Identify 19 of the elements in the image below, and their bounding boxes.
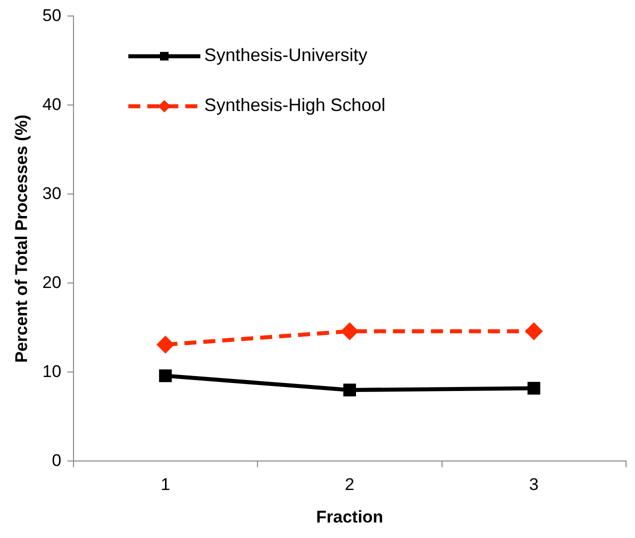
- point: [156, 336, 174, 354]
- y-tick-label: 0: [52, 450, 62, 470]
- point: [159, 369, 172, 382]
- y-tick-label: 10: [42, 362, 62, 381]
- legend-label: Synthesis-High School: [204, 95, 386, 116]
- y-axis-title: Percent of Total Processes (%): [12, 114, 31, 363]
- y-tick-label: 20: [42, 272, 62, 292]
- y-tick-label: 40: [42, 94, 62, 114]
- y-tick-label: 30: [42, 184, 62, 203]
- point: [343, 384, 356, 396]
- x-tick-label: 1: [160, 475, 170, 494]
- point: [528, 382, 540, 395]
- y-tick-label: 50: [42, 6, 62, 25]
- legend-label: Synthesis-University: [204, 45, 368, 66]
- point: [524, 322, 543, 340]
- x-tick-label: 3: [529, 475, 539, 494]
- point: [340, 322, 359, 340]
- x-axis-title: Fraction: [316, 507, 384, 526]
- x-tick-label: 2: [344, 475, 354, 494]
